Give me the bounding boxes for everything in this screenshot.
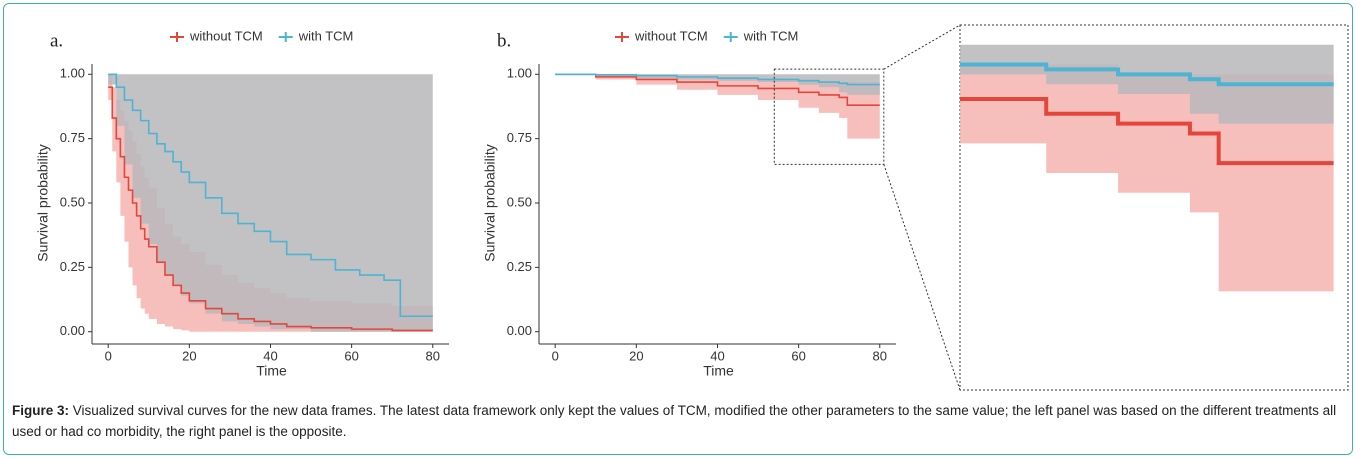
- survival-line: [960, 62, 1334, 87]
- x-tick-label: 80: [873, 348, 887, 363]
- survival-line: [960, 96, 1334, 166]
- panel-label: a.: [50, 30, 63, 51]
- legend-label: with TCM: [743, 28, 799, 43]
- zoom-frame: [959, 24, 1349, 391]
- confidence-band: [108, 74, 433, 332]
- x-tick-label: 20: [182, 348, 196, 363]
- y-tick-label: 1.00: [507, 66, 532, 81]
- legend-label: without TCM: [189, 28, 263, 43]
- zoom-connector: [883, 24, 961, 70]
- y-tick-label: 0.50: [507, 194, 532, 209]
- y-tick-label: 0.00: [60, 323, 85, 338]
- caption: Figure 3: Visualized survival curves for…: [12, 400, 1348, 442]
- x-tick-label: 40: [263, 348, 277, 363]
- y-tick-label: 0.75: [507, 130, 532, 145]
- zoom-view: [960, 44, 1334, 292]
- zoom-connector: [883, 164, 961, 391]
- survival-line: [555, 73, 880, 86]
- figure-frame: [3, 3, 1353, 455]
- y-tick-label: 0.00: [507, 323, 532, 338]
- caption-label: Figure 3:: [12, 403, 70, 418]
- y-tick-label: 0.25: [507, 259, 532, 274]
- y-tick-label: 0.75: [60, 130, 85, 145]
- legend-label: with TCM: [298, 28, 354, 43]
- x-tick-label: 0: [105, 348, 112, 363]
- y-axis-label: Survival probability: [482, 144, 498, 262]
- y-tick-label: 0.25: [60, 259, 85, 274]
- legend-label: without TCM: [634, 28, 708, 43]
- survival-line: [555, 73, 880, 106]
- x-tick-label: 20: [629, 348, 643, 363]
- x-tick-label: 80: [426, 348, 440, 363]
- x-tick-label: 40: [710, 348, 724, 363]
- y-axis-label: Survival probability: [35, 144, 51, 262]
- x-axis-label: Time: [703, 363, 734, 379]
- survival-line: [108, 86, 433, 332]
- y-tick-label: 0.50: [60, 194, 85, 209]
- x-tick-label: 60: [791, 348, 805, 363]
- x-tick-label: 0: [552, 348, 559, 363]
- panel-label: b.: [497, 30, 511, 51]
- x-tick-label: 60: [344, 348, 358, 363]
- y-tick-label: 1.00: [60, 66, 85, 81]
- x-axis-label: Time: [256, 363, 287, 379]
- confidence-band: [960, 44, 1334, 124]
- caption-text: Visualized survival curves for the new d…: [12, 403, 1337, 439]
- survival-line: [108, 73, 433, 318]
- figure: 0.00 0.25 0.50 0.75 1.00 0 20 40 60 80 Time Surviva…: [35, 24, 1349, 391]
- zoom-box: [773, 68, 885, 165]
